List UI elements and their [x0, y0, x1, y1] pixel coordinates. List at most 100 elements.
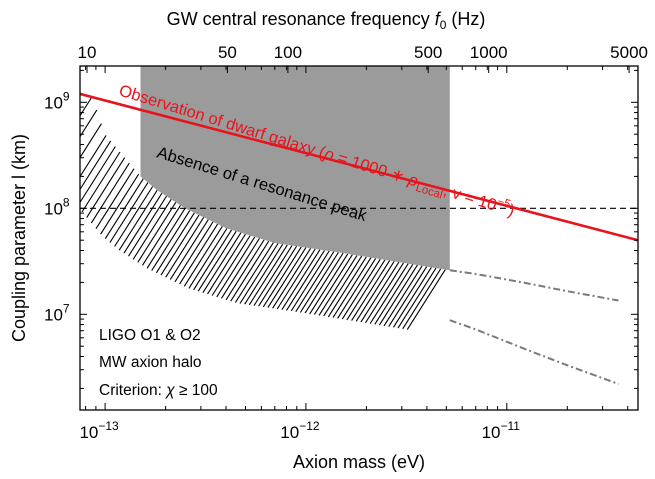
hatch-line [80, 96, 93, 117]
hatch-line [80, 109, 98, 138]
note-ligo: LIGO O1 & O2 [99, 327, 201, 344]
hatch-line [95, 168, 135, 229]
resonance-absence-region [140, 66, 450, 271]
hatch-line [179, 223, 219, 285]
x-axis-title: Axion mass (eV) [293, 452, 425, 472]
axis-ticks [80, 66, 638, 410]
hatch-line [406, 269, 446, 330]
hatch-line [346, 259, 386, 321]
hatch-line [281, 249, 321, 310]
hatch-line [188, 228, 228, 289]
hatch-line [230, 240, 270, 302]
top-tick-label: 500 [414, 43, 442, 62]
hatch-line [355, 261, 395, 322]
note-criterion: Criterion: χ ≥ 100 [99, 382, 218, 399]
hatch-line [299, 252, 339, 313]
hatch-line [304, 252, 344, 314]
hatch-line [397, 267, 437, 329]
hatch-line [267, 247, 307, 308]
hatch-line [318, 255, 358, 316]
hatched-exclusion-region [80, 96, 446, 330]
hatch-line [80, 135, 107, 178]
hatch-line [369, 263, 409, 324]
hatch-line [337, 258, 377, 319]
hatch-line [90, 162, 130, 224]
top-tick-label: 1000 [470, 43, 508, 62]
hatch-line [276, 248, 316, 310]
hatch-line [174, 221, 214, 283]
hatch-line [80, 146, 116, 204]
hatch-line [123, 192, 163, 254]
top-tick-label: 5000 [610, 43, 648, 62]
hatch-line [248, 244, 288, 306]
hatch-line [165, 217, 205, 278]
hatch-line [197, 230, 237, 292]
hatch-line [216, 236, 256, 298]
top-tick-label: 10 [78, 43, 97, 62]
hatch-line [290, 250, 330, 312]
y-axis-title: Coupling parameter l (km) [9, 134, 29, 342]
hatch-line [239, 243, 279, 304]
hatch-line [309, 253, 349, 315]
hatch-line [351, 260, 391, 321]
top-tick-label: 50 [218, 43, 237, 62]
hatch-line [118, 189, 158, 251]
hatch-line [207, 233, 246, 295]
hatch-line [183, 226, 223, 287]
hatch-line [313, 254, 353, 315]
hatch-line [327, 256, 367, 318]
hatch-line [211, 235, 251, 296]
axis-tick-labels: 10−13 10−12 10−11 107 108 109 10 50 100 500 1000 50… [44, 43, 648, 442]
x-tick-label: 10−11 [482, 419, 521, 442]
hatch-line [193, 229, 233, 291]
top-tick-label: 100 [274, 43, 302, 62]
hatch-line [81, 151, 121, 213]
dashdot-line-upper [449, 269, 619, 302]
hatch-line [253, 245, 293, 306]
hatch-line [365, 262, 404, 324]
hatch-line [392, 267, 432, 328]
hatch-line [286, 250, 325, 311]
hatch-line [80, 123, 102, 159]
hatch-line [332, 257, 372, 318]
hatch-line [258, 245, 298, 307]
hatch-line [374, 264, 414, 325]
hatch-line [128, 195, 167, 257]
hatch-line [262, 246, 302, 308]
hatch-line [160, 214, 200, 276]
hatch-line [142, 205, 181, 266]
y-tick-label: 107 [44, 301, 70, 324]
hatch-line [132, 199, 172, 260]
hatch-line [225, 239, 265, 301]
hatch-line [80, 140, 112, 191]
plot-frame [79, 65, 639, 411]
hatch-line [295, 251, 335, 312]
hatch-line [360, 261, 400, 323]
hatch-line [383, 265, 423, 327]
hatch-line [109, 182, 149, 243]
dwarf-galaxy-line [80, 92, 638, 242]
hatch-line [137, 202, 177, 263]
hatch-line [402, 268, 442, 330]
note-halo: MW axion halo [99, 354, 202, 371]
y-tick-label: 109 [44, 89, 70, 112]
hatch-line [202, 232, 242, 293]
hatch-line [169, 219, 209, 280]
top-axis-title: GW central resonance frequency f0 (Hz) [167, 9, 486, 32]
x-tick-label: 10−13 [79, 419, 119, 442]
hatch-line [100, 173, 140, 235]
hatch-line [221, 238, 260, 299]
hatch-line [323, 255, 363, 317]
hatch-line [234, 242, 274, 303]
hatch-line [114, 186, 154, 247]
hatch-line [388, 266, 428, 327]
hatch-line [272, 248, 312, 309]
dashdot-line-lower [449, 319, 619, 385]
hatch-line [86, 157, 126, 218]
hatch-line [155, 212, 195, 274]
hatch-line [244, 243, 284, 305]
x-tick-label: 10−12 [280, 419, 320, 442]
y-tick-label: 108 [44, 195, 70, 218]
hatch-line [151, 210, 191, 271]
